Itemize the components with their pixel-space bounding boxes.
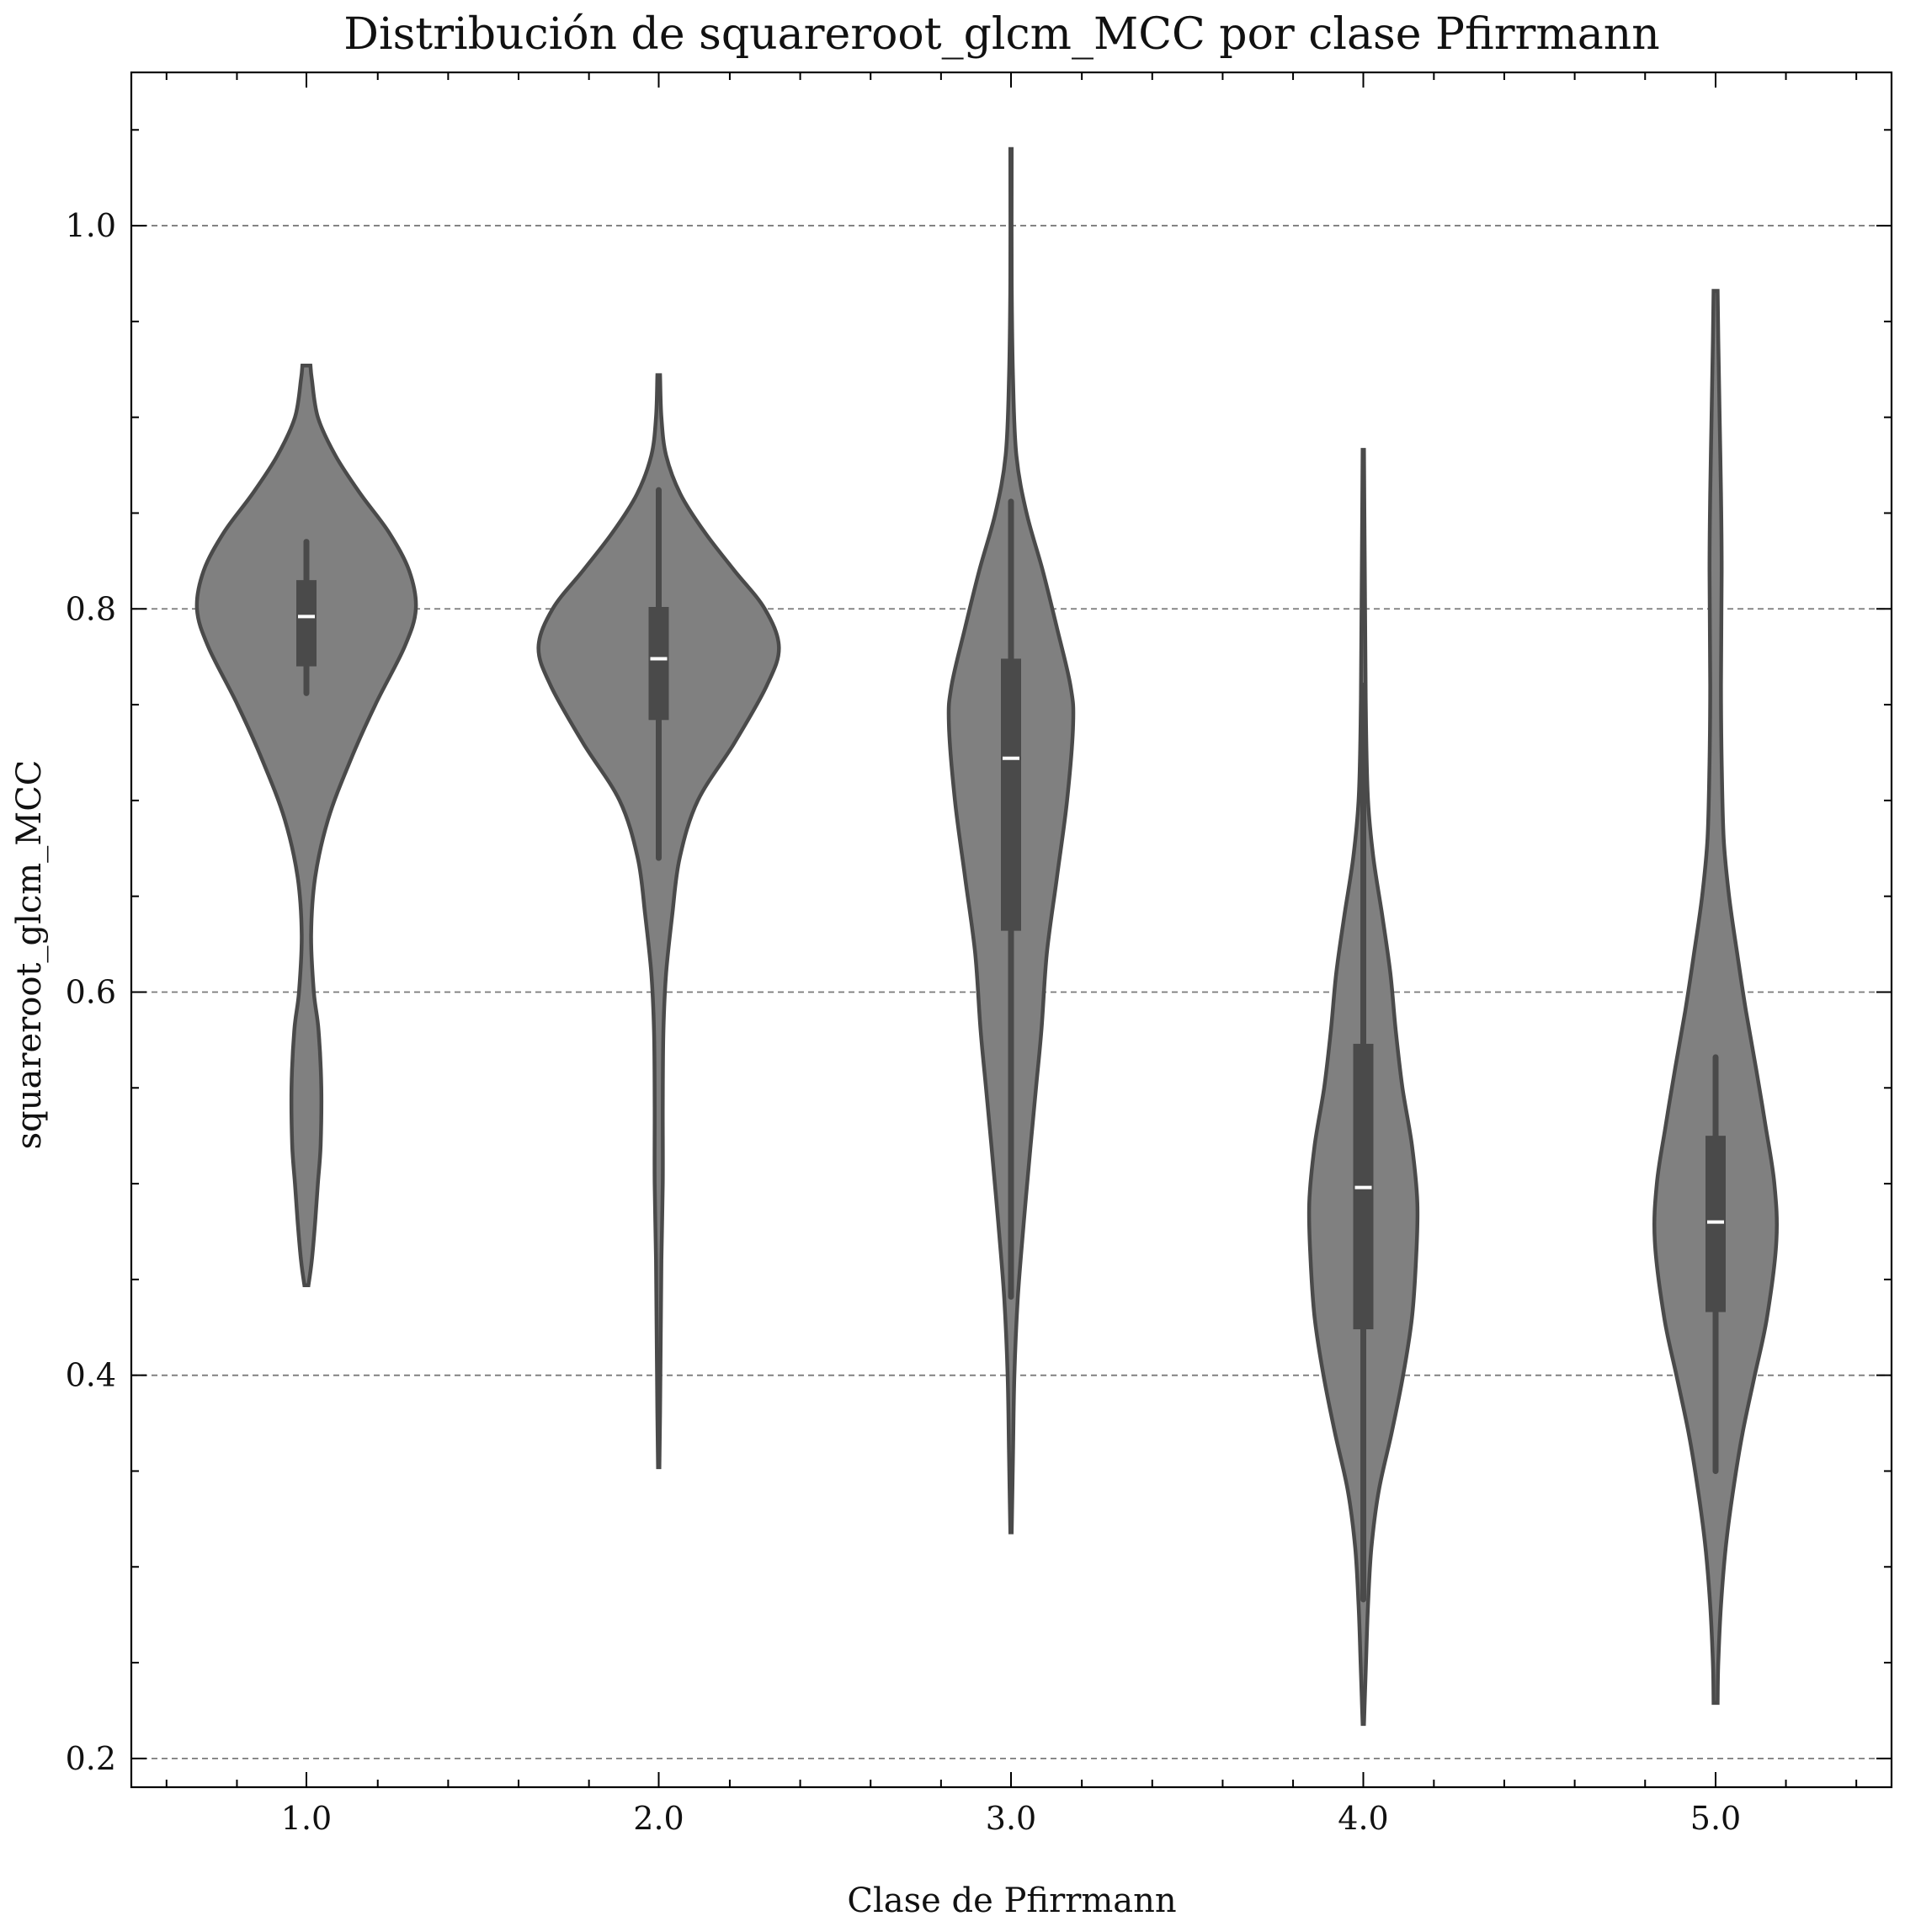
- violin-body-5.0: [1652, 289, 1780, 1706]
- y-tick-label-1.0: 1.0: [66, 207, 116, 244]
- iqr-box-3.0: [1001, 658, 1021, 931]
- y-axis-label: squareroot_glcm_MCC: [10, 760, 49, 1150]
- iqr-box-1.0: [296, 580, 317, 667]
- y-tick-label-0.8: 0.8: [66, 590, 116, 627]
- chart-title: Distribución de squareroot_glcm_MCC por …: [343, 9, 1659, 60]
- iqr-box-2.0: [648, 606, 669, 721]
- violin-body-2.0: [536, 373, 781, 1470]
- x-tick-label-2.0: 2.0: [633, 1800, 684, 1837]
- plot-frame: [130, 71, 1893, 1789]
- iqr-box-5.0: [1705, 1136, 1726, 1312]
- y-tick-label-0.2: 0.2: [66, 1740, 116, 1777]
- x-tick-label-1.0: 1.0: [281, 1800, 332, 1837]
- x-tick-label-3.0: 3.0: [986, 1800, 1036, 1837]
- x-tick-label-4.0: 4.0: [1338, 1800, 1388, 1837]
- violin-group-4.0: [1306, 448, 1420, 1727]
- violin-group-3.0: [946, 146, 1076, 1535]
- x-axis-label: Clase de Pfirrmann: [847, 1881, 1176, 1920]
- x-tick-label-5.0: 5.0: [1690, 1800, 1741, 1837]
- ticks-layer: 0.2 0.4 0.6 0.8 1.0 1.0 2.0 3.0 4.0 5.0: [66, 72, 1892, 1837]
- violin-group-1.0: [194, 363, 418, 1287]
- violins-layer: [194, 146, 1780, 1727]
- violin-group-2.0: [536, 373, 781, 1470]
- violin-group-5.0: [1652, 289, 1780, 1706]
- y-tick-label-0.4: 0.4: [66, 1357, 116, 1394]
- violin-body-1.0: [194, 363, 418, 1287]
- y-tick-label-0.6: 0.6: [66, 973, 116, 1010]
